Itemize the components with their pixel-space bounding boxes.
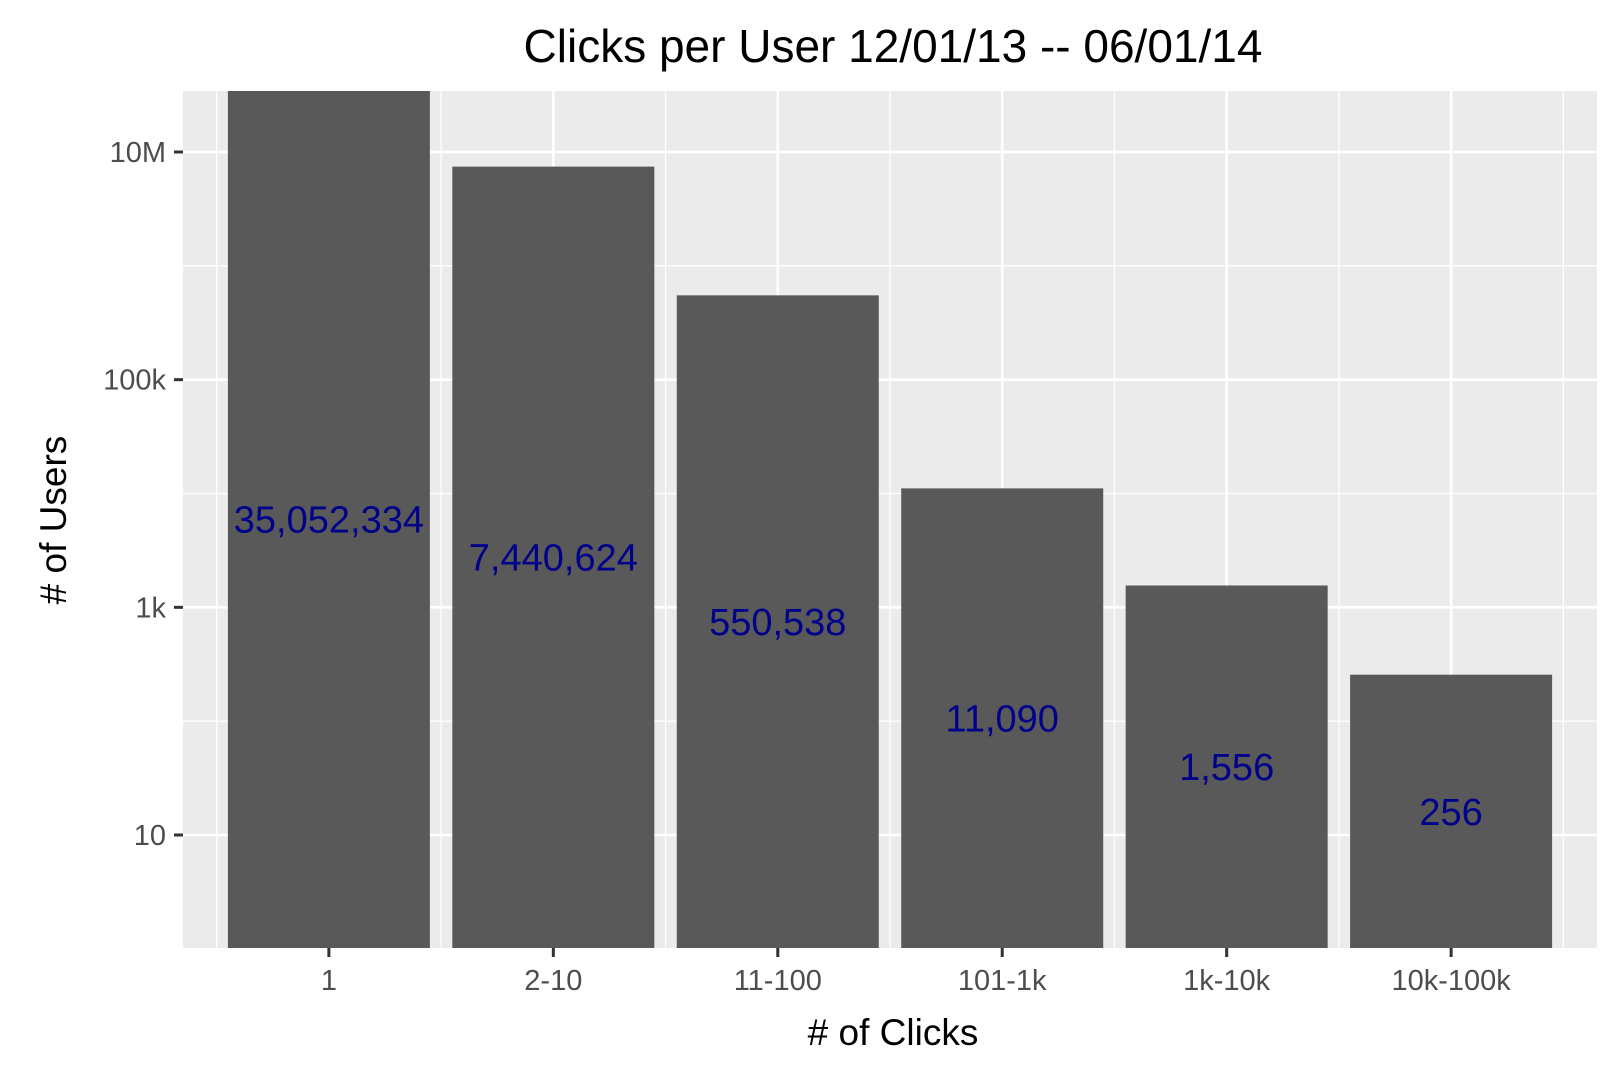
bars — [227, 91, 1553, 949]
x-tick-label: 10k-100k — [1391, 965, 1511, 997]
x-tick-label: 11-100 — [734, 965, 822, 997]
x-tick-label: 1k-10k — [1183, 965, 1271, 997]
y-tick-label: 1k — [135, 592, 166, 624]
y-tick-label: 10M — [110, 137, 166, 169]
data-label: 7,440,624 — [469, 538, 638, 580]
x-tick-label: 101-1k — [958, 965, 1047, 997]
x-axis: 1 2-10 11-100 101-1k 1k-10k 10k-100k — [321, 948, 1511, 997]
x-tick-label: 1 — [321, 965, 337, 997]
data-label: 35,052,334 — [234, 499, 424, 541]
y-tick-label: 10 — [134, 820, 166, 852]
y-tick-label: 100k — [103, 365, 166, 397]
y-axis-title: # of Users — [33, 436, 74, 605]
y-axis: 10 1k 100k 10M — [103, 137, 183, 852]
x-axis-title: # of Clicks — [808, 1012, 979, 1053]
data-label: 1,556 — [1179, 747, 1274, 789]
x-tick-label: 2-10 — [524, 965, 582, 997]
data-label: 256 — [1419, 792, 1482, 834]
bar-101-1k — [901, 488, 1104, 948]
data-label: 550,538 — [709, 602, 846, 644]
bar-10k-100k — [1350, 674, 1553, 948]
data-labels: 35,052,334 7,440,624 550,538 11,090 1,556 256 — [234, 499, 1483, 833]
bar-11-100 — [676, 295, 879, 948]
chart-title: Clicks per User 12/01/13 -- 06/01/14 — [524, 20, 1263, 72]
data-label: 11,090 — [946, 699, 1059, 741]
bar-1k-10k — [1125, 585, 1328, 948]
bar-2-10 — [452, 166, 655, 949]
bar-1 — [227, 91, 430, 948]
